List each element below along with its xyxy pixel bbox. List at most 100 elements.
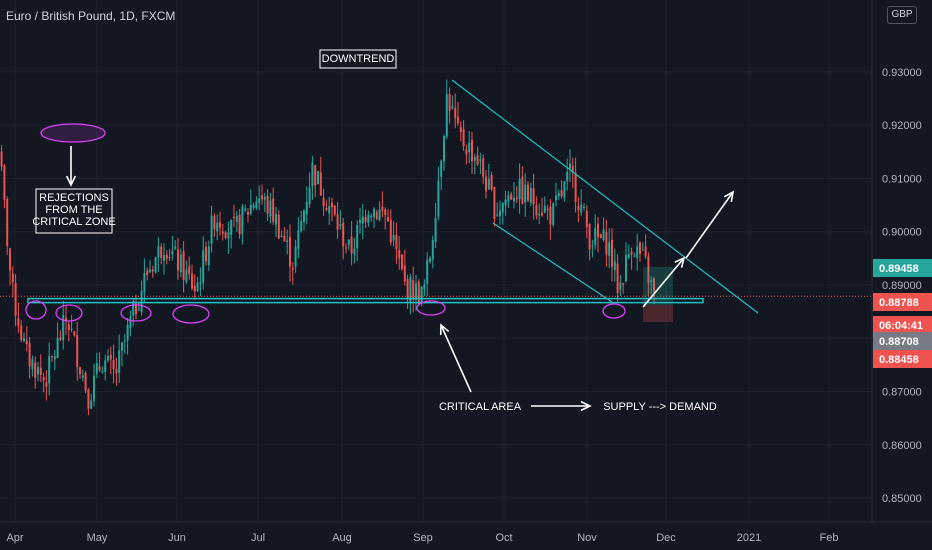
long-position-stop-zone[interactable] [643, 305, 673, 322]
candle-body [115, 368, 118, 374]
candle-body [272, 198, 275, 222]
rejections-label-text: REJECTIONS [39, 192, 109, 204]
candle-body [0, 151, 3, 167]
candle-body [331, 202, 333, 208]
candle-body [381, 206, 384, 211]
candle-body [448, 94, 451, 111]
candle-body [118, 350, 121, 373]
rejection-ellipse[interactable] [25, 300, 47, 320]
candle-body [31, 359, 34, 370]
candle-body [395, 234, 398, 250]
candle-body [555, 195, 557, 201]
candle-body [151, 269, 154, 272]
candle-body [171, 251, 174, 255]
price-tag-label: 06:04:41 [879, 320, 923, 332]
candle-body [45, 382, 48, 387]
time-tick-label: 2021 [737, 532, 761, 544]
rejection-ellipse[interactable] [416, 300, 446, 316]
price-tick-label: 0.92000 [882, 120, 922, 132]
candle-body [359, 219, 361, 223]
candle-body [333, 205, 336, 215]
grid-lines [0, 0, 872, 522]
candle-body [11, 273, 14, 283]
candle-body [501, 202, 504, 213]
candle-body [135, 303, 137, 315]
currency-badge[interactable]: GBP [887, 6, 917, 24]
candle-body [84, 372, 87, 391]
candle-body [602, 229, 605, 241]
projection-arrow-2[interactable] [685, 191, 734, 259]
candle-body [361, 216, 364, 224]
candle-body [499, 210, 501, 217]
candle-body [107, 355, 109, 361]
candle-body [6, 198, 9, 246]
candle-body [613, 260, 616, 270]
rejection-legend-ellipse[interactable] [40, 123, 106, 143]
candle-body [286, 240, 289, 243]
candle-body [549, 207, 552, 225]
symbol-title[interactable]: Euro / British Pound, 1D, FXCM [6, 9, 176, 23]
price-tag-bg [873, 316, 932, 334]
candle-body [538, 213, 541, 216]
time-tick-label: Jun [168, 532, 186, 544]
candle-body [90, 400, 93, 409]
candle-body [443, 136, 445, 162]
candle-body [143, 272, 146, 293]
candle-body [247, 212, 249, 215]
rejection-ellipse[interactable] [120, 304, 152, 322]
price-axis[interactable]: 0.850000.860000.870000.880000.890000.900… [871, 0, 922, 522]
candle-body [235, 215, 238, 222]
candle-body [541, 212, 543, 216]
candle-body [56, 337, 59, 359]
candle-body [294, 246, 297, 267]
long-position-profit-zone[interactable] [643, 267, 673, 305]
candle-body [199, 282, 202, 284]
critical-zone-box[interactable] [27, 297, 704, 304]
candle-body [289, 237, 291, 267]
time-tick-label: Nov [577, 532, 597, 544]
candle-body [513, 197, 515, 202]
supply-demand-label[interactable]: SUPPLY ---> DEMAND [603, 401, 717, 413]
candle-body [252, 205, 255, 208]
time-tick-label: Jul [251, 532, 265, 544]
critical-area-arrow-head [439, 323, 450, 336]
candle-body [79, 367, 81, 375]
candle-body [485, 176, 487, 192]
rejection-ellipse[interactable] [172, 304, 210, 324]
candle-body [238, 214, 241, 235]
candle-body [160, 246, 163, 259]
candle-body [487, 178, 490, 190]
candle-body [67, 324, 70, 331]
candle-body [608, 242, 611, 256]
price-tick-label: 0.85000 [882, 493, 922, 505]
lower-channel-line[interactable] [492, 222, 613, 303]
candle-body [263, 196, 266, 200]
downtrend-label[interactable]: DOWNTREND [319, 49, 397, 69]
rejection-ellipse[interactable] [55, 304, 83, 322]
candle-body [328, 206, 331, 214]
upper-trendline[interactable] [451, 79, 759, 314]
candle-body [373, 208, 375, 218]
candle-body [585, 210, 588, 228]
time-tick-label: Aug [332, 532, 352, 544]
time-axis[interactable]: Apr May Jun Jul Aug Sep Oct Nov Dec 2021 Feb [0, 521, 932, 544]
rejection-ellipse[interactable] [602, 303, 626, 319]
candle-body [426, 260, 429, 284]
critical-area-arrow[interactable] [440, 324, 472, 393]
time-tick-label: Dec [656, 532, 676, 544]
candle-body [504, 199, 507, 205]
rejections-down-arrow-head [65, 175, 77, 187]
candle-body [291, 268, 294, 270]
critical-area-label[interactable]: CRITICAL AREA [439, 401, 522, 413]
candle-body [367, 214, 370, 224]
candle-body [543, 205, 546, 213]
candle-body [126, 324, 129, 341]
candle-body [168, 256, 171, 258]
candle-body [109, 354, 112, 360]
projection-arrow-1[interactable] [642, 257, 685, 308]
candle-body [146, 270, 149, 276]
candle-body [496, 214, 499, 216]
